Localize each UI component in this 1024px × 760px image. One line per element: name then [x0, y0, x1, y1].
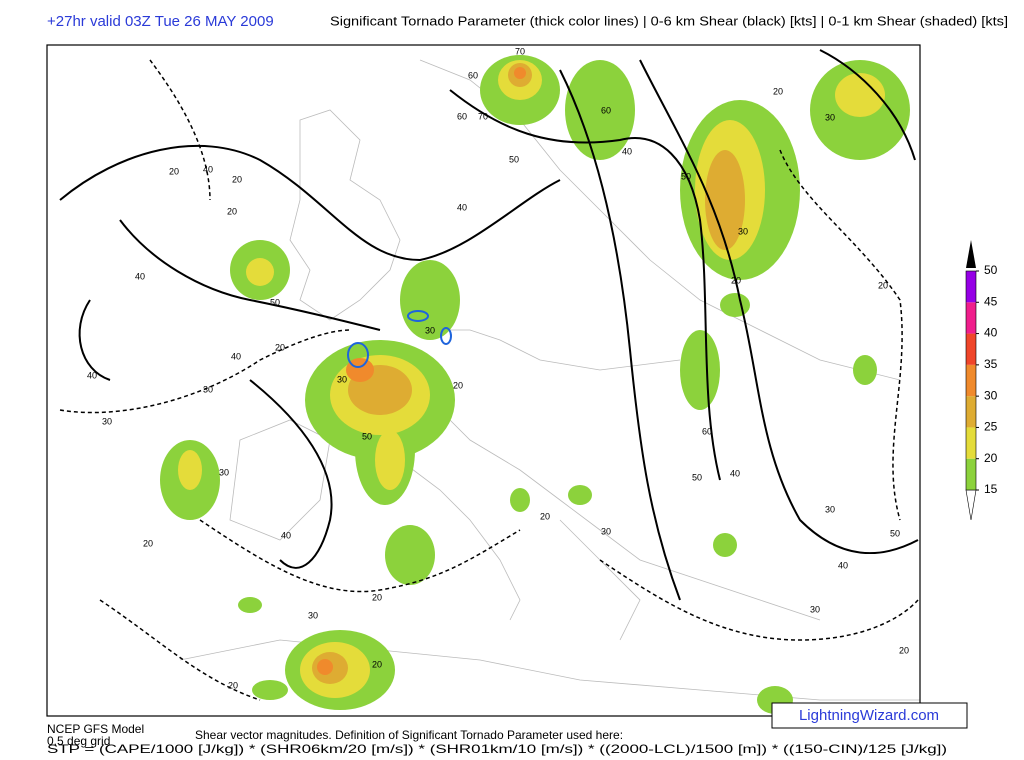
contour-label: 50	[692, 472, 702, 482]
colorbar-outline	[965, 270, 977, 491]
colorbar-segment	[966, 333, 976, 365]
contour-label: 20	[227, 206, 237, 216]
watermark: LightningWizard.com	[799, 707, 939, 724]
contour-label: 50	[362, 431, 372, 441]
contour-label: 40	[135, 271, 145, 281]
contour-label: 40	[838, 560, 848, 570]
colorbar-segment	[966, 396, 976, 428]
valid-time: +27hr valid 03Z Tue 26 MAY 2009	[47, 13, 274, 30]
contour-label: 20	[540, 511, 550, 521]
contour-label: 50	[681, 171, 691, 181]
colorbar-segment	[966, 427, 976, 459]
contour-label: 60	[601, 105, 611, 115]
model: NCEP GFS Model	[47, 722, 144, 736]
contour-label: 30	[738, 226, 748, 236]
contour-label: 30	[203, 384, 213, 394]
contour-label: 40	[281, 530, 291, 540]
colorbar-label: 20	[984, 451, 998, 465]
contour-label: 50	[509, 154, 519, 164]
contour-label: 50	[890, 528, 900, 538]
contour-label: 30	[219, 467, 229, 477]
contour-label: 20	[275, 342, 285, 352]
map-frame	[46, 44, 921, 717]
colorbar-segment	[966, 271, 976, 303]
contour-label: 20	[372, 659, 382, 669]
contour-label: 20	[372, 592, 382, 602]
contour-label: 50	[270, 297, 280, 307]
grid: 0.5 deg grid	[47, 734, 110, 748]
contour-label: 40	[622, 146, 632, 156]
contour-label: 30	[825, 112, 835, 122]
stp-contours	[347, 310, 452, 368]
contour-label: 20	[773, 86, 783, 96]
contour-label: 60	[457, 111, 467, 121]
colorbar: 15 20 25 30 35 40 45 50	[965, 240, 998, 521]
contour-label: 20	[878, 280, 888, 290]
contour-labels: 70 60 60 70 50 60 40 40 50 30 20 20 30 40 20 20 20 40 50 20…	[87, 46, 909, 690]
colorbar-segment	[966, 302, 976, 334]
map: 70 60 60 70 50 60 40 40 50 30 20 20 30 40 20 20 20 40 50 20…	[46, 44, 968, 729]
colorbar-label: 35	[984, 357, 998, 371]
contour-label: 20	[228, 680, 238, 690]
contour-label: 30	[825, 504, 835, 514]
watermark-box	[771, 702, 968, 729]
contour-label: 30	[102, 416, 112, 426]
colorbar-segment	[966, 364, 976, 397]
contour-label: 40	[87, 370, 97, 380]
contour-label: 60	[468, 70, 478, 80]
colorbar-label: 45	[984, 294, 998, 308]
contour-label: 20	[143, 538, 153, 548]
colorbar-segment	[966, 458, 976, 490]
description: Significant Tornado Parameter (thick col…	[330, 13, 1008, 28]
formula: STP = (CAPE/1000 [J/kg]) * (SHR06km/20 […	[47, 742, 947, 756]
contour-label: 30	[810, 604, 820, 614]
contour-label: 20	[453, 380, 463, 390]
definition-title: Shear vector magnitudes. Definition of S…	[195, 728, 623, 742]
contour-label: 40	[203, 164, 213, 174]
colorbar-label: 50	[984, 263, 998, 277]
colorbar-label: 40	[984, 326, 998, 340]
contour-label: 30	[601, 526, 611, 536]
shear-shading	[160, 55, 910, 714]
colorbar-label: 25	[984, 420, 998, 434]
shear-contours	[59, 49, 919, 701]
contour-label: 30	[337, 374, 347, 384]
colorbar-label: 30	[984, 388, 998, 402]
contour-label: 30	[425, 325, 435, 335]
contour-label: 40	[231, 351, 241, 361]
contour-label: 20	[169, 166, 179, 176]
contour-label: 70	[478, 111, 488, 121]
coastlines	[179, 59, 920, 701]
contour-label: 20	[731, 275, 741, 285]
contour-label: 40	[457, 202, 467, 212]
contour-label: 70	[515, 46, 525, 56]
contour-label: 60	[702, 426, 712, 436]
colorbar-top	[966, 240, 976, 268]
contour-label: 40	[730, 468, 740, 478]
contour-label: 30	[308, 610, 318, 620]
contour-label: 20	[899, 645, 909, 655]
contour-label: 20	[232, 174, 242, 184]
colorbar-label: 15	[984, 482, 998, 496]
